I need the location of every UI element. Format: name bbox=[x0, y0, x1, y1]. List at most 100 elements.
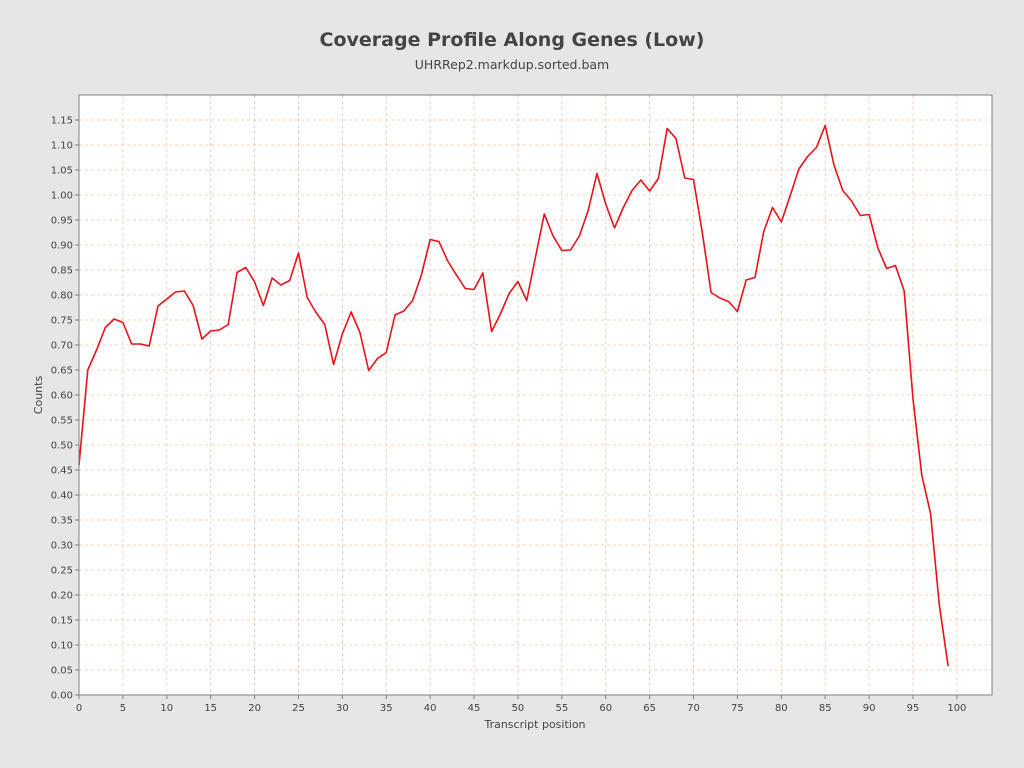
data-point bbox=[104, 326, 107, 329]
data-point bbox=[341, 333, 344, 336]
data-point bbox=[762, 230, 765, 233]
data-point bbox=[543, 213, 546, 216]
data-point bbox=[885, 267, 888, 270]
data-point bbox=[437, 240, 440, 243]
chart-subtitle: UHRRep2.markdup.sorted.bam bbox=[414, 57, 610, 72]
data-point bbox=[121, 321, 124, 324]
y-tick-label: 0.75 bbox=[51, 316, 73, 327]
data-point bbox=[604, 203, 607, 206]
y-tick-label: 0.95 bbox=[51, 216, 73, 227]
data-point bbox=[236, 271, 239, 274]
y-tick-label: 0.10 bbox=[51, 641, 73, 652]
y-tick-label: 1.05 bbox=[51, 166, 73, 177]
x-tick-label: 15 bbox=[204, 703, 217, 714]
data-point bbox=[218, 329, 221, 332]
data-point bbox=[350, 311, 353, 314]
data-point bbox=[262, 304, 265, 307]
data-point bbox=[911, 398, 914, 401]
data-point bbox=[806, 155, 809, 158]
data-point bbox=[692, 178, 695, 181]
x-tick-label: 95 bbox=[907, 703, 920, 714]
y-tick-label: 1.15 bbox=[51, 116, 73, 127]
data-point bbox=[868, 213, 871, 216]
data-point bbox=[508, 292, 511, 295]
data-point bbox=[174, 291, 177, 294]
data-point bbox=[332, 363, 335, 366]
data-point bbox=[727, 300, 730, 303]
x-tick-label: 70 bbox=[687, 703, 700, 714]
x-tick-label: 45 bbox=[468, 703, 481, 714]
data-point bbox=[367, 369, 370, 372]
series-layer bbox=[78, 124, 950, 668]
data-point bbox=[657, 177, 660, 180]
data-point bbox=[595, 172, 598, 175]
y-tick-label: 0.20 bbox=[51, 591, 73, 602]
x-tick-label: 10 bbox=[160, 703, 173, 714]
data-point bbox=[481, 272, 484, 275]
y-tick-label: 0.15 bbox=[51, 616, 73, 627]
y-tick-label: 0.35 bbox=[51, 516, 73, 527]
x-tick-label: 55 bbox=[555, 703, 568, 714]
data-point bbox=[578, 235, 581, 238]
data-point bbox=[525, 299, 528, 302]
x-tick-label: 30 bbox=[336, 703, 349, 714]
data-point bbox=[306, 296, 309, 299]
data-point bbox=[209, 330, 212, 333]
data-point bbox=[797, 168, 800, 171]
data-point bbox=[745, 279, 748, 282]
x-tick-label: 60 bbox=[599, 703, 612, 714]
data-point bbox=[894, 264, 897, 267]
x-tick-label: 35 bbox=[380, 703, 393, 714]
grid-lines bbox=[79, 95, 992, 695]
y-tick-label: 0.25 bbox=[51, 566, 73, 577]
data-point bbox=[244, 266, 247, 269]
y-axis-label: Counts bbox=[32, 376, 45, 415]
y-tick-label: 1.10 bbox=[51, 141, 73, 152]
x-tick-label: 5 bbox=[120, 703, 126, 714]
x-tick-label: 25 bbox=[292, 703, 305, 714]
data-point bbox=[552, 235, 555, 238]
data-point bbox=[183, 290, 186, 293]
data-point bbox=[192, 304, 195, 307]
data-point bbox=[86, 369, 89, 372]
data-point bbox=[710, 291, 713, 294]
data-point bbox=[947, 665, 950, 668]
data-point bbox=[376, 357, 379, 360]
y-tick-label: 0.70 bbox=[51, 341, 73, 352]
data-point bbox=[876, 247, 879, 250]
x-tick-label: 40 bbox=[424, 703, 437, 714]
data-point bbox=[587, 209, 590, 212]
data-point bbox=[288, 279, 291, 282]
data-point bbox=[323, 323, 326, 326]
data-point bbox=[560, 249, 563, 252]
axes: 0.00 0.05 0.10 0.15 0.20 0.25 0.30 0.35 0.40 0.45… bbox=[51, 116, 967, 715]
x-tick-label: 90 bbox=[863, 703, 876, 714]
series-line bbox=[78, 124, 949, 667]
data-point bbox=[271, 277, 274, 280]
data-point bbox=[648, 190, 651, 193]
data-point bbox=[613, 227, 616, 230]
data-point bbox=[315, 311, 318, 314]
data-point bbox=[139, 343, 142, 346]
data-point bbox=[683, 177, 686, 180]
y-tick-label: 0.00 bbox=[51, 691, 73, 702]
x-tick-label: 75 bbox=[731, 703, 744, 714]
data-point bbox=[736, 310, 739, 313]
data-point bbox=[832, 164, 835, 167]
data-point bbox=[903, 290, 906, 293]
y-tick-label: 0.30 bbox=[51, 541, 73, 552]
data-point bbox=[815, 146, 818, 149]
x-tick-label: 85 bbox=[819, 703, 832, 714]
data-point bbox=[666, 127, 669, 130]
x-tick-label: 65 bbox=[643, 703, 656, 714]
data-point bbox=[789, 195, 792, 198]
y-tick-label: 0.45 bbox=[51, 466, 73, 477]
data-point bbox=[200, 338, 203, 341]
data-point bbox=[420, 274, 423, 277]
data-point bbox=[95, 349, 98, 352]
y-tick-label: 0.40 bbox=[51, 491, 73, 502]
data-point bbox=[411, 299, 414, 302]
data-point bbox=[516, 280, 519, 283]
x-axis-label: Transcript position bbox=[483, 718, 585, 731]
data-point bbox=[394, 314, 397, 317]
